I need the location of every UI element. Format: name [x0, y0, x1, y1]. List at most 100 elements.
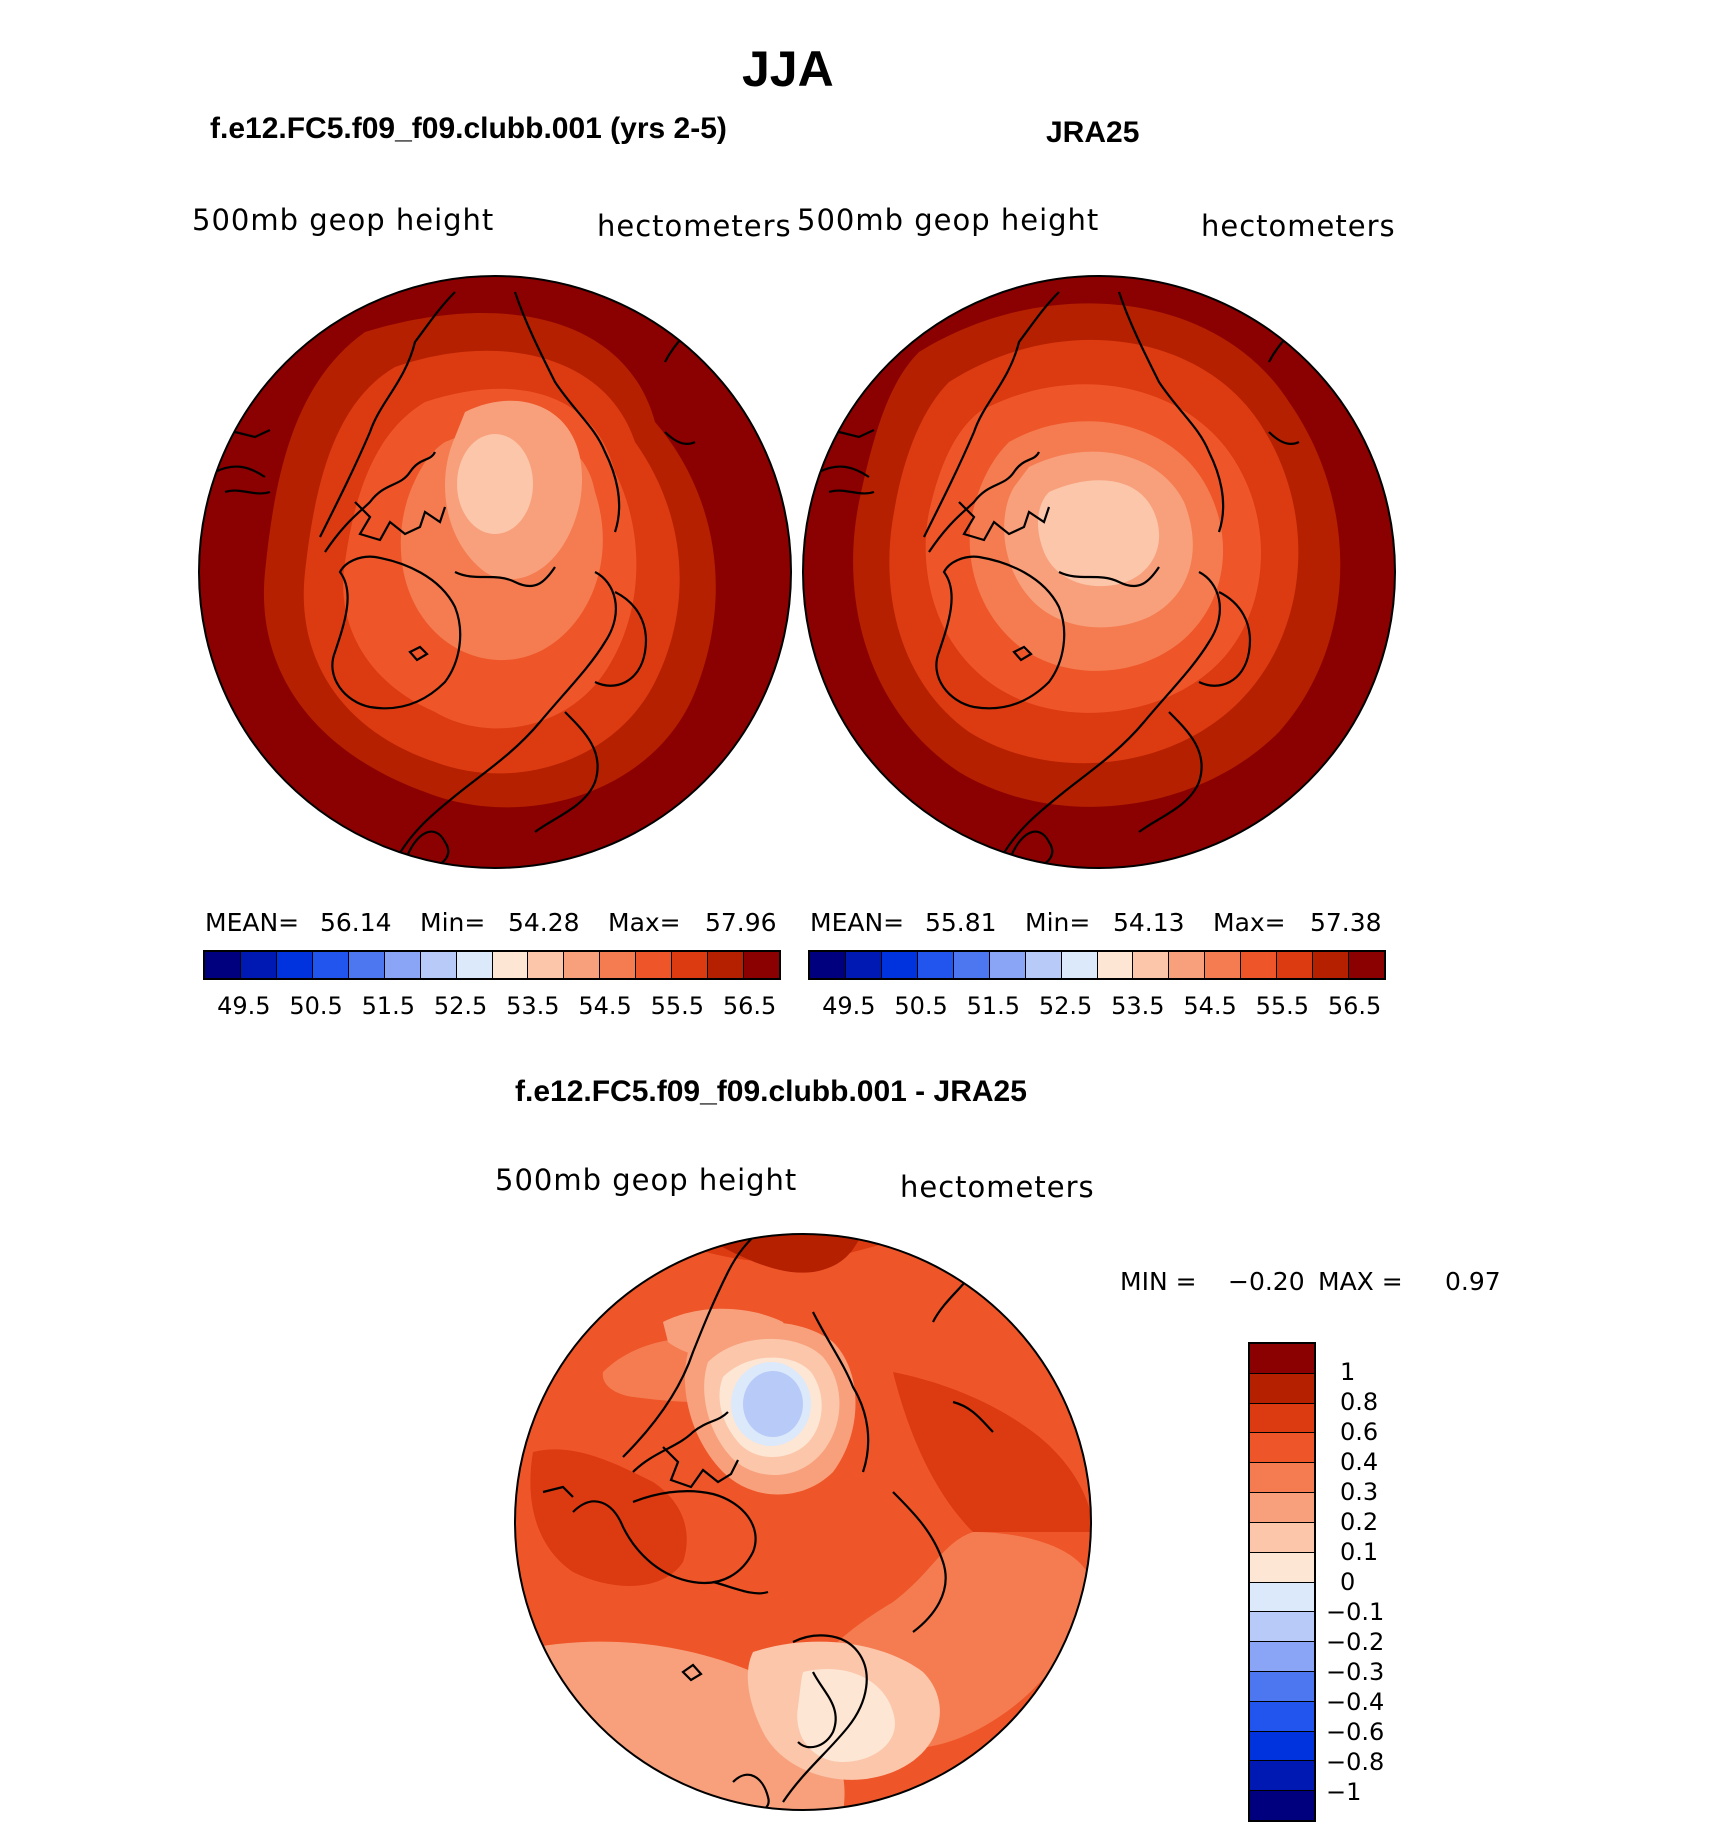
colorbar-swatch [1250, 1463, 1314, 1494]
colorbar-swatch [881, 952, 918, 978]
colorbar-tick-label: 51.5 [361, 992, 416, 1020]
colorbar-swatch [672, 952, 709, 978]
colorbar-tick-label: 55.5 [1255, 992, 1310, 1020]
colorbar-tick-label: 1 [1340, 1358, 1356, 1386]
colorbar-tick-label: −0.1 [1326, 1598, 1385, 1626]
colorbar-tick-label: 50.5 [289, 992, 343, 1020]
colorbar-tick-label: 0.6 [1340, 1418, 1379, 1446]
colorbar-swatch [845, 952, 882, 978]
colorbar-swatch [1250, 1403, 1314, 1434]
colorbar-swatch [240, 952, 277, 978]
colorbar-swatch [953, 952, 990, 978]
colorbar-swatch [528, 952, 565, 978]
colorbar-swatch [1250, 1433, 1314, 1464]
colorbar-tick-label: −0.3 [1326, 1658, 1385, 1686]
obs-min-label: Min= [1025, 908, 1091, 937]
obs-colorbar [808, 950, 1386, 980]
colorbar-tick-label: 55.5 [650, 992, 705, 1020]
colorbar-tick-label: −0.6 [1326, 1718, 1385, 1746]
colorbar-swatch [1250, 1344, 1314, 1374]
obs-variable-label: 500mb geop height [797, 203, 1100, 237]
obs-polar-map [802, 275, 1396, 869]
colorbar-swatch [1061, 952, 1098, 978]
colorbar-tick-label: 56.5 [722, 992, 777, 1020]
colorbar-tick-label: 0.2 [1340, 1508, 1379, 1536]
colorbar-tick-label: 51.5 [966, 992, 1021, 1020]
figure-title: JJA [742, 41, 834, 97]
model-panel-heading: f.e12.FC5.f09_f09.clubb.001 (yrs 2-5) [210, 112, 727, 145]
colorbar-swatch [1349, 952, 1384, 978]
colorbar-swatch [492, 952, 529, 978]
obs-mean-value: 55.81 [925, 908, 997, 937]
obs-panel-heading: JRA25 [1046, 116, 1140, 149]
difference-max-label: MAX = [1318, 1267, 1403, 1296]
colorbar-tick-label: 52.5 [433, 992, 488, 1020]
colorbar-swatch [708, 952, 745, 978]
colorbar-tick-label: 53.5 [1111, 992, 1165, 1020]
colorbar-swatch [1097, 952, 1134, 978]
difference-min-value: −0.20 [1228, 1267, 1305, 1296]
colorbar-tick-label: 0.4 [1340, 1448, 1379, 1476]
obs-mean-label: MEAN= [810, 908, 905, 937]
colorbar-swatch [1250, 1493, 1314, 1523]
obs-max-label: Max= [1213, 908, 1286, 937]
colorbar-swatch [1250, 1731, 1314, 1762]
colorbar-swatch [1025, 952, 1062, 978]
colorbar-swatch [917, 952, 954, 978]
colorbar-swatch [1205, 952, 1242, 978]
model-min-label: Min= [420, 908, 486, 937]
colorbar-tick-label: −0.4 [1326, 1688, 1385, 1716]
colorbar-swatch [744, 952, 779, 978]
colorbar-swatch [636, 952, 673, 978]
colorbar-tick-label: 50.5 [894, 992, 948, 1020]
difference-min-label: MIN = [1120, 1267, 1197, 1296]
colorbar-swatch [348, 952, 385, 978]
difference-max-value: 0.97 [1445, 1267, 1501, 1296]
colorbar-tick-label: 53.5 [506, 992, 560, 1020]
model-colorbar [203, 950, 781, 980]
model-min-value: 54.28 [508, 908, 580, 937]
colorbar-tick-label: 52.5 [1038, 992, 1093, 1020]
model-units-label: hectometers [597, 209, 792, 243]
obs-min-value: 54.13 [1113, 908, 1185, 937]
colorbar-tick-label: −1 [1326, 1778, 1362, 1806]
colorbar-swatch [205, 952, 241, 978]
colorbar-tick-label: −0.2 [1326, 1628, 1385, 1656]
colorbar-swatch [564, 952, 601, 978]
model-variable-label: 500mb geop height [192, 203, 495, 237]
colorbar-swatch [1250, 1582, 1314, 1613]
colorbar-swatch [810, 952, 846, 978]
colorbar-swatch [1250, 1791, 1314, 1820]
colorbar-swatch [1313, 952, 1350, 978]
colorbar-swatch [384, 952, 421, 978]
difference-units-label: hectometers [900, 1170, 1095, 1204]
colorbar-tick-label: 0 [1340, 1568, 1356, 1596]
colorbar-swatch [1277, 952, 1314, 978]
difference-colorbar [1248, 1342, 1316, 1822]
colorbar-swatch [1241, 952, 1278, 978]
model-max-value: 57.96 [705, 908, 777, 937]
colorbar-tick-label: 0.1 [1340, 1538, 1379, 1566]
colorbar-tick-label: 0.3 [1340, 1478, 1379, 1506]
colorbar-swatch [312, 952, 349, 978]
colorbar-swatch [989, 952, 1026, 978]
colorbar-swatch [1250, 1671, 1314, 1702]
colorbar-swatch [1250, 1642, 1314, 1672]
colorbar-swatch [1133, 952, 1170, 978]
model-mean-value: 56.14 [320, 908, 392, 937]
colorbar-swatch [1250, 1761, 1314, 1792]
difference-variable-label: 500mb geop height [495, 1163, 798, 1197]
colorbar-tick-label: 54.5 [578, 992, 632, 1020]
colorbar-tick-label: 54.5 [1183, 992, 1237, 1020]
difference-polar-map [514, 1233, 1092, 1811]
colorbar-swatch [1250, 1373, 1314, 1404]
colorbar-swatch [600, 952, 637, 978]
model-polar-map [198, 275, 792, 869]
colorbar-swatch [1250, 1701, 1314, 1732]
colorbar-swatch [1250, 1612, 1314, 1643]
colorbar-tick-label: 0.8 [1340, 1388, 1379, 1416]
obs-max-value: 57.38 [1310, 908, 1382, 937]
colorbar-tick-label: −0.8 [1326, 1748, 1385, 1776]
colorbar-swatch [456, 952, 493, 978]
colorbar-tick-label: 49.5 [217, 992, 271, 1020]
